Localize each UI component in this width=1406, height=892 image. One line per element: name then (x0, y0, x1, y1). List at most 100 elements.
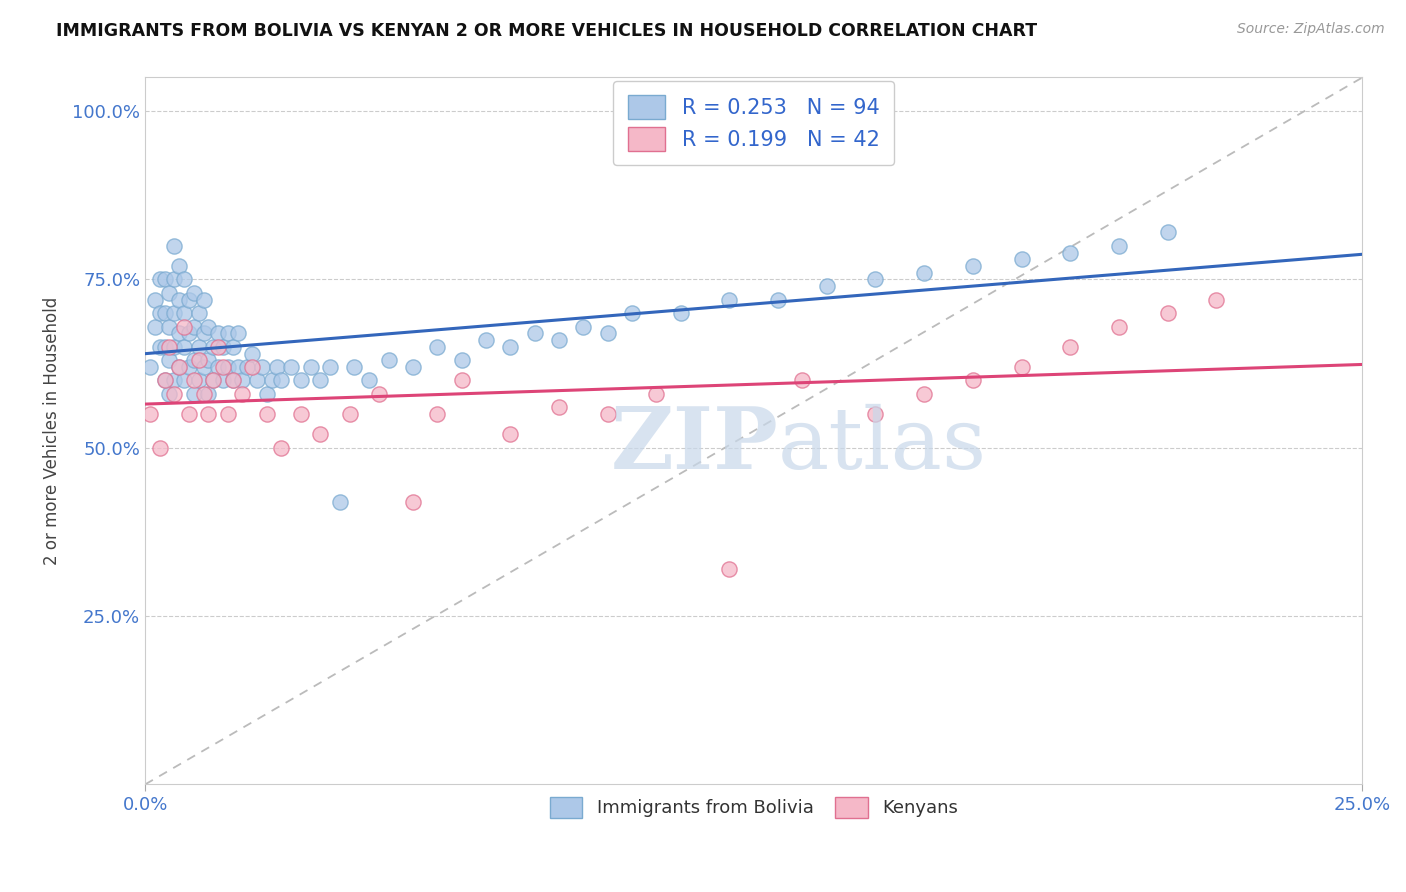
Point (499, 427, 522, 442)
Text: atlas: atlas (778, 403, 987, 487)
Point (217, 359, 239, 374)
Point (173, 306, 195, 320)
Point (450, 353, 472, 368)
Point (402, 494, 425, 508)
Point (621, 306, 644, 320)
Point (187, 340, 209, 354)
Point (197, 407, 219, 421)
Point (167, 259, 190, 273)
Point (450, 373, 472, 387)
Point (240, 346, 263, 360)
Point (475, 333, 498, 347)
Point (270, 373, 292, 387)
Point (143, 319, 166, 334)
Point (177, 407, 200, 421)
Point (167, 326, 190, 341)
Point (139, 359, 162, 374)
Point (231, 373, 253, 387)
Point (270, 441, 292, 455)
Point (202, 373, 225, 387)
Point (319, 359, 342, 374)
Point (149, 441, 172, 455)
Point (212, 359, 235, 374)
Point (523, 326, 546, 341)
Point (426, 407, 449, 421)
Point (193, 293, 215, 307)
Point (217, 326, 239, 341)
Point (256, 407, 278, 421)
Point (159, 319, 181, 334)
Point (193, 387, 215, 401)
Point (159, 285, 181, 300)
Point (377, 353, 399, 368)
Point (177, 293, 200, 307)
Point (187, 306, 209, 320)
Point (226, 326, 249, 341)
Point (159, 353, 181, 368)
Point (1156, 225, 1178, 239)
Point (1059, 340, 1081, 354)
Point (197, 319, 219, 334)
Point (226, 359, 249, 374)
Point (149, 272, 172, 286)
Point (149, 340, 172, 354)
Point (143, 293, 166, 307)
Point (167, 359, 190, 374)
Point (212, 340, 235, 354)
Point (187, 353, 209, 368)
Point (149, 306, 172, 320)
Point (962, 259, 984, 273)
Text: Source: ZipAtlas.com: Source: ZipAtlas.com (1237, 22, 1385, 37)
Point (183, 387, 205, 401)
Point (815, 279, 838, 293)
Point (183, 353, 205, 368)
Point (1108, 239, 1130, 253)
Point (193, 326, 215, 341)
Point (309, 427, 332, 442)
Point (173, 373, 195, 387)
Point (163, 239, 186, 253)
Point (1156, 306, 1178, 320)
Point (1108, 319, 1130, 334)
Text: ZIP: ZIP (610, 403, 778, 487)
Point (187, 373, 209, 387)
Point (163, 387, 186, 401)
Point (222, 373, 245, 387)
Point (766, 293, 789, 307)
Point (367, 387, 389, 401)
Point (250, 359, 273, 374)
Point (359, 373, 381, 387)
Point (197, 353, 219, 368)
Point (402, 359, 425, 374)
Point (865, 272, 887, 286)
Point (962, 373, 984, 387)
Point (266, 359, 288, 374)
Point (193, 359, 215, 374)
Point (183, 319, 205, 334)
Point (207, 340, 229, 354)
Point (159, 340, 181, 354)
Point (207, 359, 229, 374)
Point (290, 407, 312, 421)
Point (1011, 359, 1033, 374)
Point (499, 340, 522, 354)
Point (596, 407, 619, 421)
Point (202, 340, 225, 354)
Point (792, 373, 814, 387)
Point (177, 326, 200, 341)
Point (290, 373, 312, 387)
Point (912, 266, 935, 280)
Point (280, 359, 302, 374)
Point (212, 373, 235, 387)
Point (222, 373, 245, 387)
Point (153, 306, 176, 320)
Point (153, 340, 176, 354)
Point (572, 319, 595, 334)
Point (177, 359, 200, 374)
Point (183, 285, 205, 300)
Point (339, 407, 361, 421)
Point (246, 373, 269, 387)
Point (309, 373, 332, 387)
Point (153, 373, 176, 387)
Point (202, 373, 225, 387)
